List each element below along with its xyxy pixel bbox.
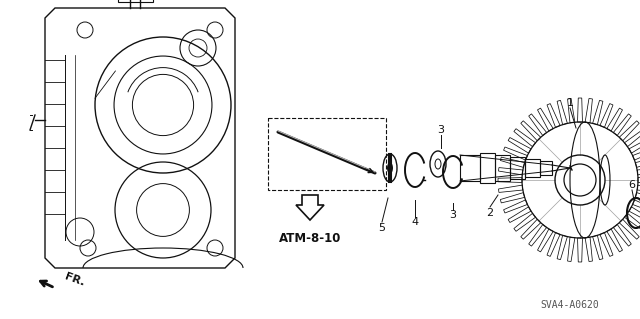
Text: SVA4-A0620: SVA4-A0620 — [541, 300, 600, 310]
Text: 6: 6 — [628, 180, 636, 190]
Text: 2: 2 — [486, 208, 493, 218]
Bar — [510, 157, 525, 179]
Bar — [495, 155, 510, 181]
Bar — [480, 153, 495, 183]
Bar — [525, 159, 540, 177]
Bar — [460, 155, 480, 181]
Bar — [268, 118, 386, 190]
Text: 3: 3 — [438, 125, 445, 135]
Text: 5: 5 — [378, 223, 385, 233]
Bar — [540, 161, 552, 175]
Bar — [118, 0, 153, 2]
Text: FR.: FR. — [63, 272, 86, 288]
Text: 4: 4 — [412, 217, 419, 227]
Text: 3: 3 — [449, 210, 456, 220]
Text: 1: 1 — [566, 98, 573, 108]
Text: ATM-8-10: ATM-8-10 — [279, 232, 341, 245]
